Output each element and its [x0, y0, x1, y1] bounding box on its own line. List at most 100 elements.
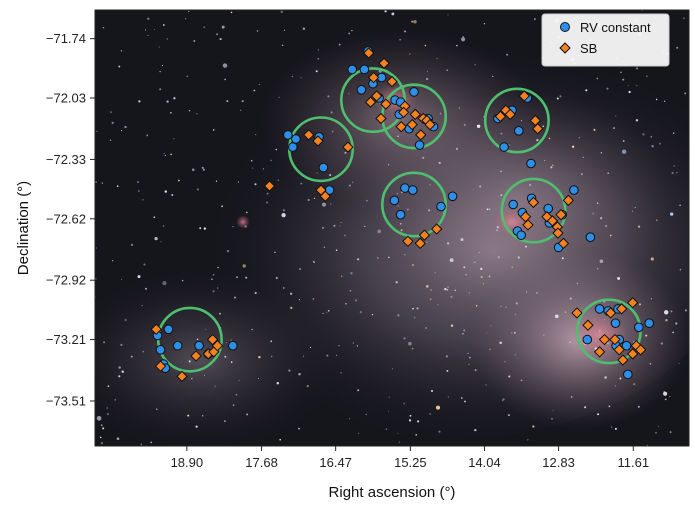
star — [278, 96, 280, 98]
y-tick-label: −72.92 — [46, 273, 86, 288]
star — [96, 247, 98, 249]
star — [166, 100, 169, 103]
star — [276, 382, 280, 385]
star — [226, 100, 229, 103]
star — [317, 49, 319, 51]
star — [474, 369, 477, 372]
star — [525, 291, 528, 293]
sb-point — [541, 211, 553, 223]
rv-constant-point — [389, 195, 400, 206]
star — [424, 44, 427, 47]
y-tick-label: −72.03 — [46, 91, 86, 106]
star — [416, 420, 420, 423]
star — [669, 431, 672, 434]
rv-constant-point — [283, 130, 293, 140]
star — [96, 130, 98, 132]
star — [288, 369, 291, 372]
sb-point — [397, 106, 410, 119]
star — [270, 355, 273, 358]
rv-constant-point — [400, 183, 410, 193]
star — [162, 281, 167, 286]
star — [384, 10, 387, 13]
star — [124, 125, 127, 129]
star — [474, 428, 477, 432]
star — [660, 342, 663, 345]
field-circle-7 — [500, 177, 567, 244]
star — [387, 164, 390, 166]
legend: RV constant SB — [541, 13, 670, 67]
star — [250, 159, 253, 162]
star — [171, 193, 174, 197]
rv-constant-point — [499, 142, 509, 152]
star — [118, 65, 121, 68]
star — [403, 30, 407, 33]
star — [154, 236, 158, 241]
star — [391, 12, 395, 16]
rv-constant-point — [172, 340, 183, 351]
star — [679, 204, 681, 207]
sb-point — [430, 223, 443, 235]
star — [313, 261, 315, 263]
star — [187, 414, 190, 417]
sb-point — [406, 118, 418, 131]
star — [256, 30, 259, 32]
star — [161, 65, 163, 67]
star — [120, 343, 123, 346]
star — [434, 272, 437, 274]
star — [398, 441, 400, 443]
star — [455, 147, 459, 150]
star — [270, 159, 272, 161]
star — [414, 317, 416, 319]
star — [216, 287, 219, 289]
star — [341, 275, 343, 277]
star — [159, 88, 162, 91]
star — [164, 190, 167, 193]
star — [142, 351, 144, 353]
star — [610, 426, 613, 428]
star — [282, 209, 285, 212]
star — [409, 414, 412, 417]
sb-point — [154, 360, 167, 372]
star — [399, 38, 401, 41]
star — [333, 224, 336, 227]
rv-constant-point — [155, 345, 166, 355]
sb-point — [546, 215, 559, 227]
star — [469, 356, 471, 359]
star — [221, 205, 224, 208]
rv-constant-point — [408, 185, 418, 195]
star — [329, 174, 332, 177]
star — [478, 251, 480, 254]
star — [655, 219, 658, 222]
star — [651, 145, 654, 148]
star — [315, 70, 318, 73]
star — [262, 168, 265, 170]
star — [593, 129, 596, 131]
rv-constant-point — [395, 209, 406, 220]
star — [474, 63, 476, 66]
plot-frame — [94, 9, 690, 447]
star — [110, 111, 112, 113]
star — [650, 257, 654, 261]
star — [657, 425, 660, 427]
star — [514, 313, 517, 315]
star — [242, 264, 246, 268]
star — [633, 383, 636, 386]
star — [102, 26, 105, 29]
sb-point — [211, 339, 224, 352]
star — [387, 410, 390, 412]
star — [253, 89, 256, 92]
star — [235, 393, 238, 396]
legend-marker-sb — [559, 42, 571, 54]
star — [106, 413, 110, 416]
sb-point — [557, 237, 570, 250]
star — [365, 413, 367, 416]
star — [340, 221, 342, 224]
sb-point — [615, 303, 628, 315]
star — [431, 390, 433, 392]
sb-point — [263, 180, 276, 192]
star — [137, 275, 141, 279]
star — [532, 425, 535, 428]
star — [246, 211, 248, 214]
star — [638, 225, 641, 228]
